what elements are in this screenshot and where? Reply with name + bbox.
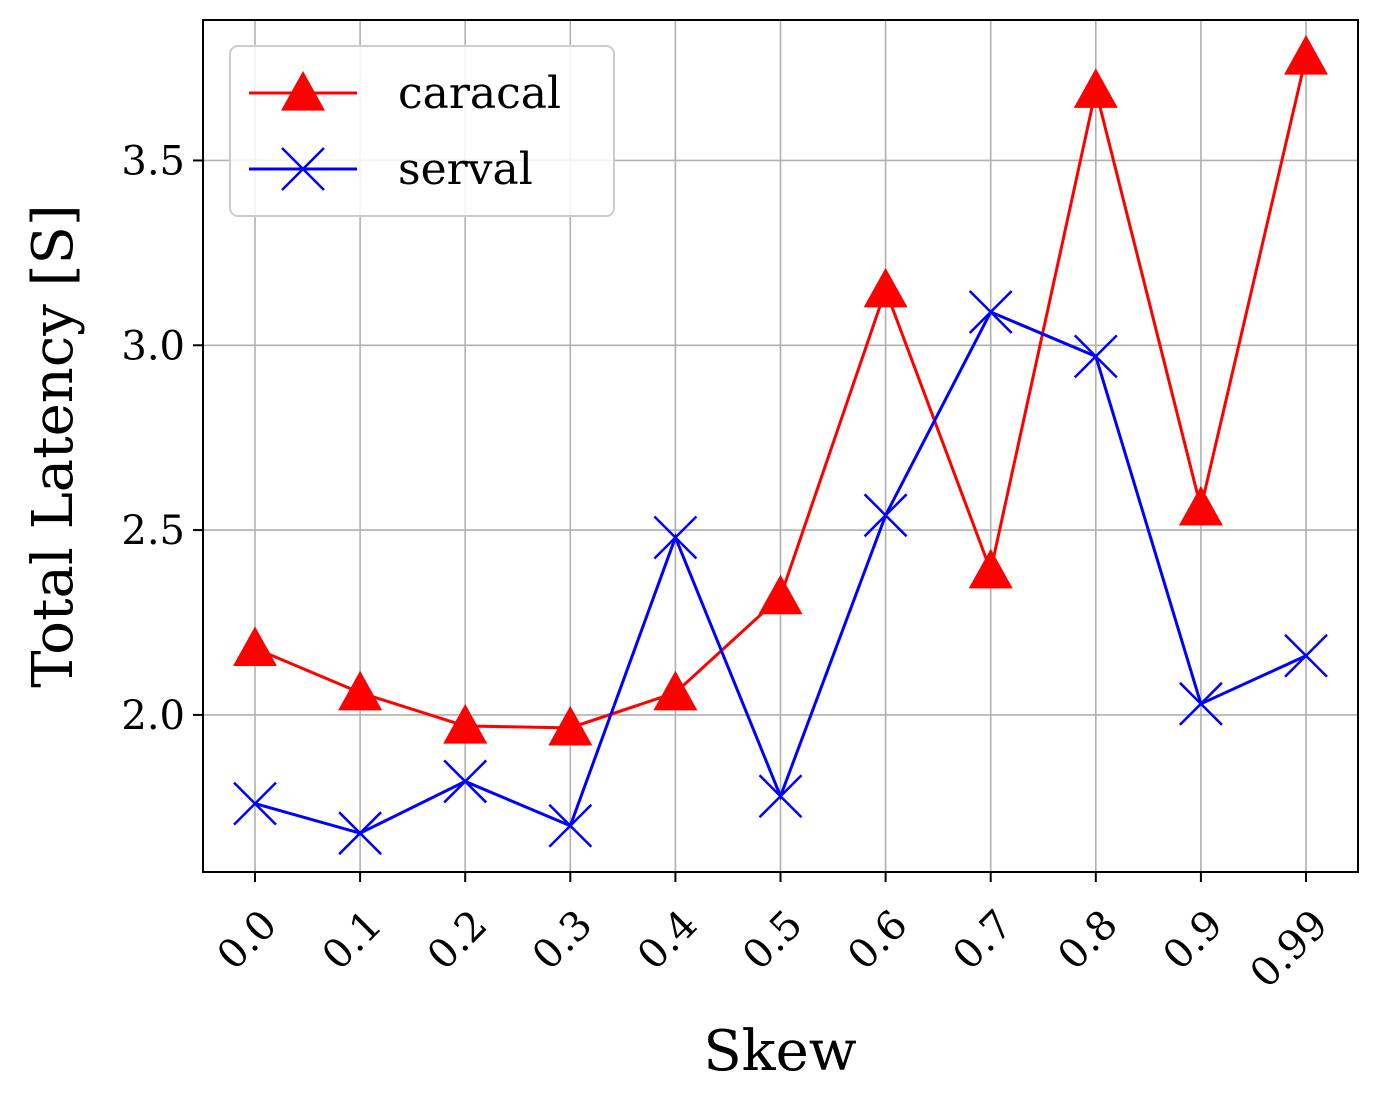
data-point-caracal [863,267,908,308]
x-marker-stroke [233,781,277,826]
data-point-serval [653,515,698,560]
series-layer [233,34,1328,856]
x-tick-label: 0.8 [1049,902,1127,980]
data-point-serval [1179,681,1223,726]
x-marker-stroke [758,774,803,819]
legend-label-caracal: caracal [398,68,561,119]
x-tick-label: 0.6 [839,902,917,980]
x-axis-title: Skew [703,1019,856,1084]
data-point-caracal [548,705,593,746]
legend-marker-serval [281,147,325,191]
y-tick-label: 2.5 [121,508,185,554]
legend-frame [229,45,615,217]
x-marker-stroke [1179,681,1223,726]
data-point-caracal [443,703,488,744]
data-point-serval [758,774,803,819]
data-point-caracal [758,574,803,615]
data-point-caracal [233,626,277,666]
data-point-caracal [1284,34,1328,75]
y-axis: 2.0 2.5 3.0 3.5 [121,138,203,739]
x-marker-stroke [1073,334,1118,379]
x-tick-label: 0.99 [1242,902,1338,998]
legend-marker-caracal [281,71,325,111]
data-point-caracal [1178,485,1223,526]
data-point-serval [443,759,488,804]
x-marker-stroke [548,803,593,848]
y-tick-label: 3.0 [121,323,185,369]
x-tick-label: 0.0 [209,902,287,980]
y-tick-label: 2.0 [121,693,185,739]
data-point-serval [1284,633,1328,678]
x-tick-label: 0.4 [629,902,707,980]
data-point-serval [1073,334,1118,379]
legend: caracal serval [229,45,615,217]
x-tick-label: 0.7 [944,902,1022,980]
data-point-caracal [1073,68,1118,108]
data-point-serval [968,290,1013,334]
data-point-serval [338,811,382,856]
data-point-serval [548,803,593,848]
legend-label-serval: serval [398,144,533,195]
data-point-caracal [968,548,1013,589]
x-marker-stroke [968,290,1013,334]
x-marker-stroke [1284,633,1328,678]
y-axis-title: Total Latency [S] [21,204,86,687]
x-tick-label: 0.9 [1154,902,1232,980]
data-point-serval [863,493,908,538]
x-marker-stroke [653,515,698,560]
x-axis: 0.0 0.1 0.2 0.3 0.4 0.5 0.6 0.7 0.8 0.9 0.99 [209,872,1338,998]
x-marker-stroke [443,759,488,804]
x-tick-label: 0.2 [419,902,497,980]
grid [203,20,1358,872]
data-point-caracal [338,670,383,711]
x-tick-label: 0.1 [314,902,392,980]
data-point-caracal [653,670,698,711]
x-tick-label: 0.5 [734,902,812,980]
x-marker-stroke [863,493,908,538]
data-point-serval [233,781,277,826]
x-tick-label: 0.3 [524,902,602,980]
x-marker-stroke [281,147,325,191]
y-tick-label: 3.5 [121,138,185,184]
x-marker-stroke [338,811,382,856]
